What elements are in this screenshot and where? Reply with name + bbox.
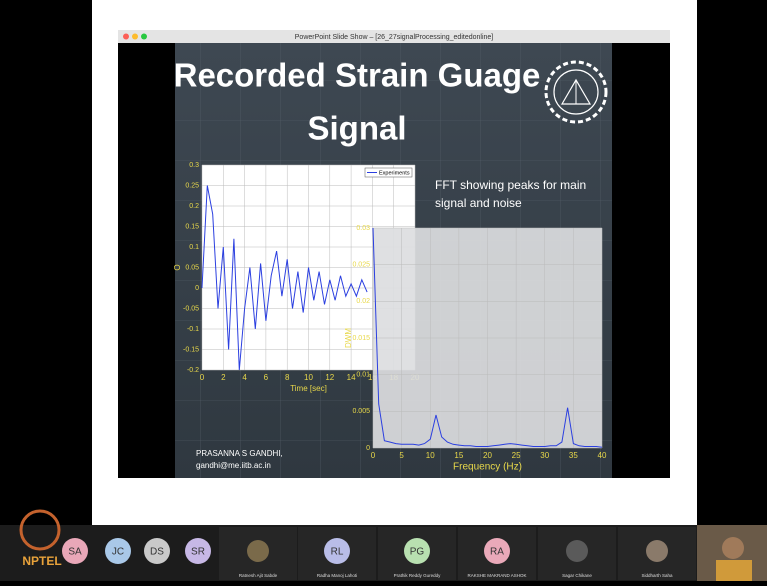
y-tick-label: -0.15 (183, 346, 199, 353)
avatar (247, 540, 269, 562)
x-tick-label: 2 (221, 373, 226, 382)
y-tick-label: 0.01 (356, 372, 370, 379)
x-tick-label: 8 (285, 373, 290, 382)
legend-label: Experiments (379, 170, 410, 176)
y-tick-label: 0.05 (185, 264, 199, 271)
y-tick-label: 0.1 (189, 244, 199, 251)
participant-name: Prathik Reddy Gureddy (394, 573, 442, 578)
slide-title: Signal (307, 110, 406, 147)
participant-initials: RA (490, 547, 504, 558)
speaker-video (722, 537, 744, 559)
y-tick-label: 0 (366, 445, 370, 452)
avatar (566, 540, 588, 562)
window-title: PowerPoint Slide Show – [26_27signalProc… (295, 34, 494, 41)
y-axis-label: DWM (344, 328, 353, 348)
y-tick-label: 0.03 (356, 225, 370, 232)
x-tick-label: 25 (512, 451, 521, 460)
x-tick-label: 10 (304, 373, 313, 382)
y-tick-label: -0.2 (187, 367, 199, 374)
participant-initials: PG (410, 547, 425, 558)
y-tick-label: 0.02 (356, 298, 370, 305)
x-tick-label: 14 (347, 373, 356, 382)
screen: PowerPoint Slide Show – [26_27signalProc… (0, 0, 767, 581)
minimize-button[interactable] (132, 34, 138, 40)
x-tick-label: 12 (325, 373, 334, 382)
participant-initials: SR (191, 547, 205, 558)
x-axis-label: Time [sec] (290, 384, 327, 393)
zoom-button[interactable] (141, 34, 147, 40)
participant-name: Radha Manoj Lahoti (317, 573, 357, 578)
avatar (646, 540, 668, 562)
x-tick-label: 4 (242, 373, 247, 382)
speaker-video (716, 560, 752, 581)
author: PRASANNA S GANDHI, (196, 449, 283, 458)
y-tick-label: 0.25 (185, 182, 199, 189)
y-tick-label: 0.3 (189, 162, 199, 169)
participant-name: Siddharth Saha (641, 573, 673, 578)
y-tick-label: 0.025 (352, 262, 370, 269)
y-tick-label: 0.15 (185, 223, 199, 230)
participant-initials: JC (112, 547, 124, 558)
y-tick-label: 0 (195, 285, 199, 292)
x-tick-label: 10 (426, 451, 435, 460)
participant-name: Sagar Chikane (562, 573, 592, 578)
y-tick-label: 0.005 (352, 408, 370, 415)
x-tick-label: 15 (454, 451, 463, 460)
participant-initials: RL (331, 547, 344, 558)
y-tick-label: -0.1 (187, 326, 199, 333)
y-tick-label: -0.05 (183, 305, 199, 312)
slide-title: Recorded Strain Guage (174, 57, 541, 94)
y-axis-label: O (173, 264, 182, 270)
x-tick-label: 6 (264, 373, 269, 382)
x-tick-label: 40 (598, 451, 607, 460)
nptel-logo: NPTEL (22, 554, 61, 568)
participant-initials: SA (68, 547, 82, 558)
x-axis-label: Frequency (Hz) (453, 462, 522, 473)
x-tick-label: 20 (483, 451, 492, 460)
x-tick-label: 35 (569, 451, 578, 460)
y-tick-label: 0.015 (352, 335, 370, 342)
close-button[interactable] (123, 34, 129, 40)
y-tick-label: 0.2 (189, 203, 199, 210)
participant-initials: DS (150, 547, 164, 558)
participant-name: Ratnesh Ajit Sabde (239, 573, 278, 578)
x-tick-label: 0 (371, 451, 376, 460)
x-tick-label: 5 (399, 451, 404, 460)
participant-name: RAKSHE MAKRAND ASHOK (467, 573, 526, 578)
email: gandhi@me.iitb.ac.in (196, 461, 271, 470)
x-tick-label: 30 (540, 451, 549, 460)
x-tick-label: 0 (200, 373, 205, 382)
